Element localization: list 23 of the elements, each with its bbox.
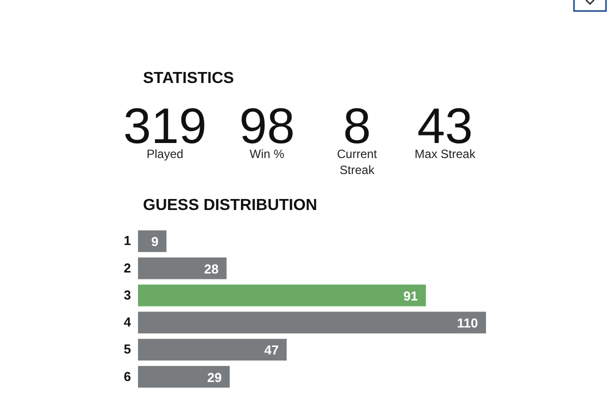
text: Win % <box>250 147 285 161</box>
bar <box>138 284 426 306</box>
data-label: 91 <box>403 288 418 304</box>
y-tick-label: 4 <box>124 314 132 330</box>
data-label: 29 <box>207 370 222 385</box>
bar <box>138 257 227 280</box>
bar <box>138 366 230 388</box>
y-tick-label: 2 <box>124 260 131 276</box>
text: Max Streak <box>414 147 476 161</box>
y-tick-label: 6 <box>124 368 131 384</box>
data-label: 47 <box>264 342 279 358</box>
text: Current Streak <box>336 147 378 177</box>
y-tick-label: 1 <box>124 233 131 248</box>
data-label: 9 <box>151 234 158 250</box>
text: STATISTICS <box>143 70 234 87</box>
chart-title: GUESS DISTRIBUTION <box>143 197 318 214</box>
bar <box>138 312 486 334</box>
data-label: 110 <box>457 316 478 331</box>
bar <box>138 230 166 252</box>
y-tick-label: 5 <box>124 342 131 357</box>
data-label: 28 <box>204 261 219 276</box>
y-tick-label: 3 <box>124 287 131 302</box>
bar <box>138 338 287 361</box>
